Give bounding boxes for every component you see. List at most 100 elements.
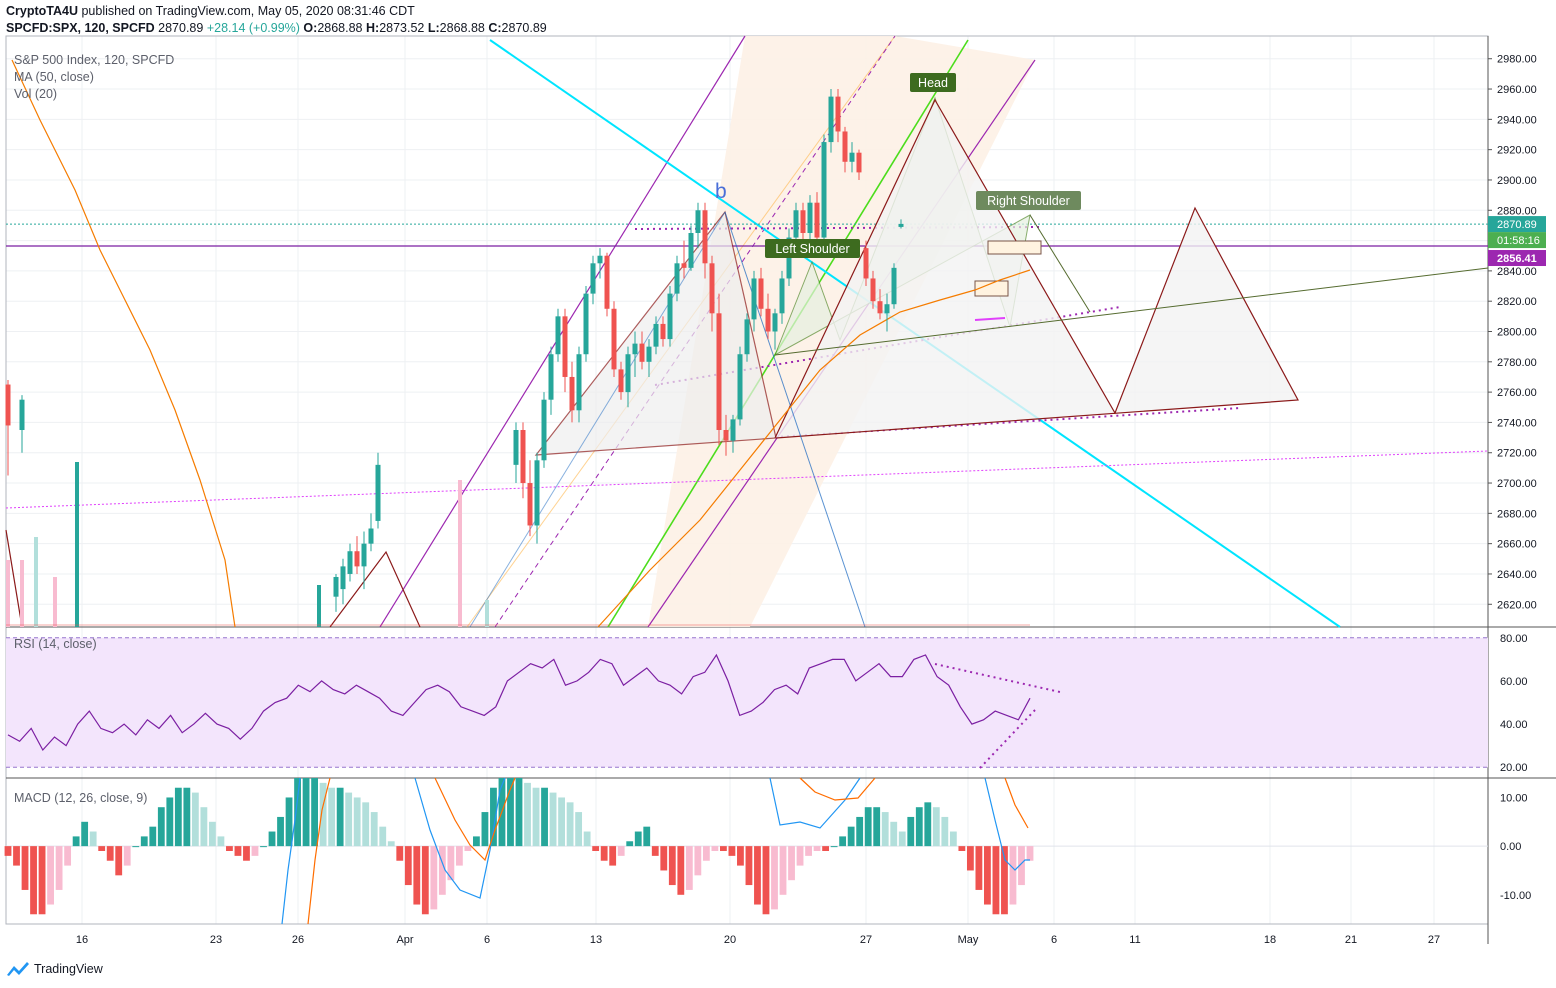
- price-tick-label: 2740.00: [1497, 417, 1537, 429]
- macd-hist-bar: [566, 802, 574, 847]
- candle-body: [527, 483, 533, 526]
- macd-hist-bar: [788, 846, 795, 881]
- macd-hist-bar: [200, 807, 208, 847]
- right-shoulder-label-text: Right Shoulder: [987, 194, 1070, 208]
- macd-hist-bar: [362, 802, 370, 847]
- macd-hist-bar: [438, 846, 446, 895]
- candle-body: [772, 313, 778, 332]
- time-tick-label: 21: [1345, 934, 1357, 946]
- candle: [368, 513, 374, 552]
- macd-hist-bar: [47, 846, 54, 905]
- legend-macd[interactable]: MACD (12, 26, close, 9): [14, 791, 148, 805]
- macd-line: [769, 777, 861, 829]
- candle-body: [877, 301, 883, 314]
- head-label-text: Head: [918, 76, 948, 90]
- candle: [354, 536, 360, 574]
- candle: [555, 308, 561, 362]
- candle-body: [534, 460, 540, 526]
- macd-hist-bar: [975, 846, 983, 890]
- macd-hist-bar: [728, 846, 736, 856]
- rsi-tick-label: 20.00: [1500, 762, 1528, 774]
- candle: [842, 126, 848, 173]
- candle-body: [765, 308, 771, 332]
- candle-body: [361, 543, 367, 567]
- candle-body: [19, 399, 25, 430]
- macd-hist-bar: [660, 846, 668, 871]
- tradingview-footer[interactable]: TradingView: [6, 960, 103, 978]
- candle: [667, 286, 673, 347]
- candle-body: [688, 233, 694, 268]
- candle-body: [354, 551, 360, 567]
- macd-hist-bar: [302, 778, 310, 847]
- macd-hist-bar: [966, 846, 974, 871]
- macd-hist-bar: [166, 797, 174, 847]
- low-value: 2868.88: [439, 21, 485, 35]
- candle-body: [639, 343, 645, 362]
- macd-hist-bar: [387, 841, 395, 847]
- candle-body: [520, 430, 526, 484]
- macd-hist-bar: [771, 846, 778, 910]
- legend-ma[interactable]: MA (50, close): [14, 70, 94, 84]
- time-tick-label: 11: [1129, 934, 1140, 946]
- macd-hist-bar: [694, 846, 702, 876]
- candle: [863, 240, 869, 287]
- macd-hist-bar: [132, 846, 140, 848]
- macd-hist-bar: [260, 846, 267, 848]
- price-tick-label: 2940.00: [1497, 114, 1537, 126]
- candle-body: [513, 430, 519, 465]
- price-axis: 2980.00 2960.00 2940.00 2920.00 2900.00 2880.…: [1488, 54, 1546, 611]
- ma-line-right: [597, 269, 1031, 628]
- author-name[interactable]: CryptoTA4U: [6, 4, 78, 18]
- time-tick-label: 27: [860, 934, 872, 946]
- macd-hist-bar: [319, 782, 327, 847]
- macd-hist-bar: [992, 846, 1000, 915]
- rsi-line: [7, 653, 1031, 752]
- time-tick-label: 13: [590, 934, 602, 946]
- macd-hist-bar: [353, 797, 361, 847]
- macd-hist-bar: [873, 807, 881, 847]
- signal-line: [799, 777, 876, 801]
- macd-hist-bar: [123, 846, 131, 866]
- candle-body: [849, 152, 855, 162]
- macd-hist-bar: [617, 846, 625, 856]
- macd-hist-bar: [251, 846, 259, 856]
- candle-body: [611, 308, 617, 370]
- price-tick-label: 2700.00: [1497, 478, 1537, 490]
- left-shoulder-label: Left Shoulder: [765, 239, 860, 258]
- candle-body: [786, 237, 792, 279]
- high-label: H:: [365, 21, 380, 35]
- publish-header: CryptoTA4U published on TradingView.com,…: [6, 4, 415, 18]
- candle: [618, 361, 624, 400]
- legend-vol[interactable]: Vol (20): [14, 87, 58, 101]
- macd-hist-bar: [217, 836, 225, 847]
- candle-body: [347, 551, 353, 574]
- macd-hist-bar: [949, 831, 957, 847]
- macd-hist-bar: [234, 846, 242, 856]
- candle: [800, 202, 806, 241]
- legend-rsi[interactable]: RSI (14, close): [14, 637, 97, 651]
- macd-hist-bar: [98, 846, 106, 851]
- close-value: 2870.89: [501, 21, 547, 35]
- candle-body: [800, 210, 806, 233]
- macd-hist-bar: [984, 846, 991, 905]
- macd-hist-bar: [847, 826, 855, 847]
- macd-tick-label: 0.00: [1500, 841, 1521, 853]
- macd-pane: 10.00 0.00 -10.00: [4, 777, 1531, 925]
- level-label: 2856.41: [1497, 253, 1537, 265]
- support-box: [974, 280, 1009, 297]
- tradingview-logo-icon: [7, 962, 29, 976]
- candle-body: [590, 263, 596, 294]
- macd-hist-bar: [592, 846, 600, 851]
- macd-hist-bar: [285, 797, 293, 847]
- candle: [702, 202, 708, 279]
- macd-hist-bar: [830, 846, 838, 848]
- candle-body: [891, 267, 897, 305]
- macd-hist-bar: [277, 816, 284, 847]
- macd-hist-bar: [507, 778, 514, 847]
- macd-hist-bar: [745, 846, 753, 886]
- signal-line: [434, 777, 516, 862]
- left-shoulder-label-text: Left Shoulder: [775, 242, 849, 256]
- small-triangle: [329, 550, 421, 628]
- legend-title[interactable]: S&P 500 Index, 120, SPCFD: [14, 53, 175, 67]
